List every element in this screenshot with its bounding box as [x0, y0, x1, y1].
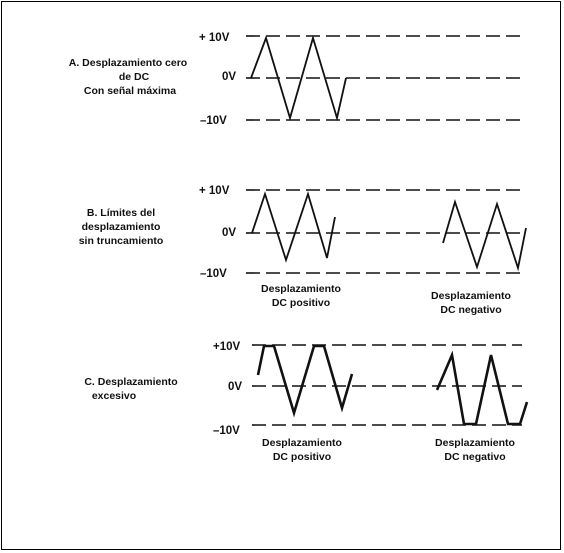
section-b-negative-offset-waveform	[442, 199, 527, 272]
section-c-caption-right-line1: Desplazamiento	[435, 437, 515, 449]
section-b-label-line3: sin truncamiento	[79, 235, 164, 247]
section-b-minus10v-label: –10V	[200, 268, 227, 280]
section-b-caption-left-line1: Desplazamiento	[261, 283, 341, 295]
section-b-plus10v-label: + 10V	[199, 185, 230, 197]
section-a-waveform	[250, 34, 347, 122]
section-a-label-line2: de DC	[119, 71, 150, 83]
section-c: C. Desplazamiento excesivo +10V 0V –10V …	[84, 341, 529, 463]
section-a-label-line3: Con señal máxima	[84, 85, 176, 97]
section-b-label-line1: B. Límites del	[87, 207, 155, 219]
section-a-plus10v-label: + 10V	[199, 32, 230, 44]
section-b-caption-right-line1: Desplazamiento	[431, 290, 511, 302]
section-c-minus10v-label: –10V	[213, 425, 240, 437]
section-b-caption-right-line2: DC negativo	[440, 304, 501, 316]
section-a-label-line1: A. Desplazamiento cero	[69, 57, 187, 69]
section-c-0v-label: 0V	[228, 381, 242, 393]
section-c-caption-left-line1: Desplazamiento	[262, 437, 342, 449]
section-c-caption-left-line2: DC positivo	[273, 451, 331, 463]
section-b-0v-label: 0V	[222, 227, 236, 239]
section-b-label-line2: desplazamiento	[82, 221, 161, 233]
section-c-positive-offset-waveform	[256, 344, 354, 418]
section-a-minus10v-label: –10V	[200, 115, 227, 127]
section-a: A. Desplazamiento cero de DC Con señal m…	[69, 32, 522, 127]
section-c-caption-right-line2: DC negativo	[444, 451, 505, 463]
section-b-caption-left-line2: DC positivo	[272, 297, 330, 309]
section-c-label-line2: excesivo	[92, 390, 136, 402]
section-c-negative-offset-waveform	[435, 350, 529, 426]
section-c-plus10v-label: +10V	[213, 341, 241, 353]
section-a-0v-label: 0V	[222, 71, 236, 83]
section-b: B. Límites del desplazamiento sin trunca…	[79, 185, 527, 316]
section-c-label-line1: C. Desplazamiento	[84, 376, 177, 388]
section-b-positive-offset-waveform	[251, 191, 336, 263]
